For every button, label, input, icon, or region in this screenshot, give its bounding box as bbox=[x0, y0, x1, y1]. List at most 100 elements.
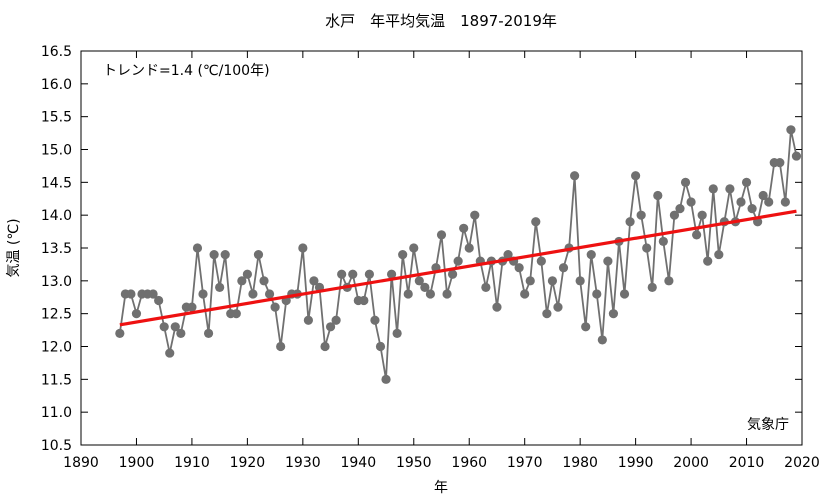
data-point bbox=[359, 295, 369, 306]
data-point bbox=[531, 217, 541, 227]
x-tick-label: 1970 bbox=[507, 455, 543, 471]
y-axis-title: 気温 (℃) bbox=[6, 218, 22, 277]
data-point bbox=[603, 256, 613, 266]
data-point bbox=[381, 374, 391, 384]
data-point bbox=[514, 263, 524, 273]
data-point bbox=[669, 210, 680, 220]
x-tick-label: 1910 bbox=[174, 455, 210, 471]
data-point bbox=[215, 282, 225, 292]
data-point bbox=[148, 289, 158, 299]
trend-line bbox=[119, 209, 797, 327]
y-tick-label: 14.0 bbox=[41, 208, 72, 224]
data-point bbox=[253, 249, 264, 260]
data-point bbox=[575, 276, 585, 286]
data-point bbox=[503, 249, 513, 260]
y-tick-label: 10.5 bbox=[41, 438, 72, 454]
data-point bbox=[126, 289, 136, 299]
x-tick-label: 1940 bbox=[340, 455, 376, 471]
data-point bbox=[714, 249, 724, 260]
data-point bbox=[675, 204, 685, 214]
data-point bbox=[159, 322, 169, 332]
data-point bbox=[414, 276, 424, 286]
data-point bbox=[581, 322, 591, 332]
data-point bbox=[592, 289, 602, 299]
x-axis-title: 年 bbox=[434, 480, 448, 496]
x-tick-label: 2020 bbox=[784, 455, 820, 471]
data-point bbox=[680, 177, 691, 187]
data-point bbox=[386, 269, 397, 279]
data-point bbox=[298, 243, 308, 253]
data-point bbox=[619, 289, 630, 299]
data-point bbox=[392, 328, 402, 338]
data-point bbox=[647, 282, 657, 292]
data-point bbox=[370, 315, 380, 325]
data-point bbox=[658, 236, 668, 247]
trend-annotation: トレンド=1.4 (℃/100年) bbox=[103, 63, 270, 79]
data-point bbox=[636, 210, 646, 220]
data-point bbox=[492, 302, 502, 312]
trend-layer bbox=[119, 209, 797, 327]
x-tick-label: 1980 bbox=[562, 455, 598, 471]
axis-labels: 1890 1900 1910 1920 1930 1940 1950 1960 1970 1980… bbox=[41, 44, 820, 471]
data-point bbox=[237, 276, 247, 286]
data-point bbox=[187, 302, 197, 312]
data-point bbox=[536, 256, 546, 266]
data-point bbox=[192, 243, 203, 253]
ticks bbox=[80, 50, 803, 446]
y-tick-label: 12.0 bbox=[41, 340, 72, 356]
data-point bbox=[115, 328, 125, 338]
x-tick-label: 1960 bbox=[451, 455, 487, 471]
data-point bbox=[608, 309, 619, 319]
data-point bbox=[375, 341, 386, 352]
data-point bbox=[442, 289, 452, 299]
data-point bbox=[131, 309, 142, 319]
series-layer bbox=[115, 125, 802, 384]
data-point bbox=[248, 289, 258, 299]
data-point bbox=[586, 249, 596, 260]
data-point bbox=[270, 302, 280, 312]
x-tick-label: 1950 bbox=[396, 455, 432, 471]
plot-area: トレンド=1.4 (℃/100年) 気象庁 bbox=[80, 50, 803, 446]
data-point bbox=[348, 269, 358, 279]
plot-frame bbox=[80, 50, 803, 446]
y-tick-label: 16.5 bbox=[41, 44, 72, 60]
x-tick-label: 1890 bbox=[63, 455, 99, 471]
data-point bbox=[708, 184, 718, 194]
data-point bbox=[398, 249, 408, 260]
data-point bbox=[303, 315, 313, 325]
data-point bbox=[692, 230, 702, 240]
data-point bbox=[525, 276, 535, 286]
data-point bbox=[447, 269, 458, 279]
data-point bbox=[176, 328, 186, 338]
data-point bbox=[170, 322, 180, 332]
data-point bbox=[664, 276, 674, 286]
data-point bbox=[325, 322, 336, 332]
y-tick-label: 15.5 bbox=[41, 110, 72, 126]
data-point bbox=[553, 302, 563, 312]
data-point bbox=[165, 348, 175, 358]
data-point bbox=[481, 282, 491, 292]
data-point bbox=[725, 184, 735, 194]
data-point bbox=[209, 249, 219, 260]
data-point bbox=[198, 289, 208, 299]
data-point bbox=[570, 171, 580, 181]
data-point bbox=[542, 309, 552, 319]
y-tick-label: 11.0 bbox=[41, 405, 72, 421]
data-point bbox=[231, 309, 241, 319]
y-tick-label: 16.0 bbox=[41, 77, 72, 93]
y-tick-label: 11.5 bbox=[41, 372, 72, 388]
x-tick-label: 1930 bbox=[285, 455, 321, 471]
data-point bbox=[642, 243, 652, 253]
data-point bbox=[420, 282, 430, 292]
data-point bbox=[320, 341, 330, 352]
data-point bbox=[780, 197, 790, 207]
x-tick-label: 2010 bbox=[729, 455, 765, 471]
data-point bbox=[409, 243, 419, 253]
data-point bbox=[425, 289, 436, 299]
y-tick-label: 13.0 bbox=[41, 274, 72, 290]
y-tick-label: 14.5 bbox=[41, 175, 72, 191]
data-point bbox=[686, 197, 696, 207]
data-point bbox=[337, 269, 347, 279]
y-tick-label: 13.5 bbox=[41, 241, 72, 257]
